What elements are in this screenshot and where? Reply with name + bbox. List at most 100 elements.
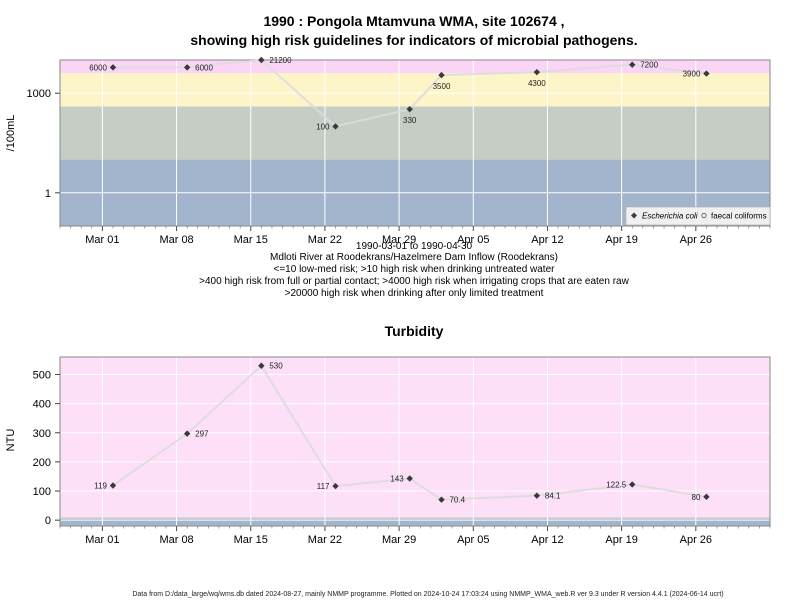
data-label: 117 [317,482,330,491]
x-tick-label: Mar 29 [382,234,416,246]
x-tick-label: Mar 29 [382,534,416,546]
risk-band-1 [60,106,770,160]
x-tick-label: Apr 05 [457,534,489,546]
legend-entry-faecal-coliforms: faecal coliforms [711,212,767,221]
data-point [332,123,339,130]
data-label: 4300 [528,79,546,88]
gridlines [60,357,770,526]
y-tick-label: 1 [45,188,51,200]
x-tick-label: Mar 22 [308,534,342,546]
legend-diamond-marker [631,212,637,219]
data-label: 6000 [89,63,107,72]
data-label: 84.1 [545,492,561,501]
x-tick-label: Apr 12 [531,234,563,246]
x-tick-label: Mar 01 [85,234,119,246]
y-axis-label: NTU [5,429,17,452]
risk-band-1 [60,517,770,519]
data-point [703,493,710,501]
data-label: 119 [94,481,107,490]
gridlines [60,60,770,226]
turbidity-panel: Mar 01 Mar 08 Mar 15 Mar 22 Mar 29 Apr 05 Apr … [5,356,771,546]
data-point [109,482,117,489]
x-tick-label: Apr 26 [680,534,712,546]
caption-line-1: 1990-03-01 to 1990-04-30 [356,241,473,252]
data-point [406,475,413,482]
plot-frame [59,59,771,227]
y-tick-label: 0 [45,515,51,527]
data-point [183,64,191,71]
data-point [258,56,265,64]
data-point [703,70,710,77]
data-point [406,105,413,113]
y-tick-label: 300 [33,428,51,440]
microbial-pathogens-panel: Mar 01 Mar 08 Mar 15 Mar 22 Mar 29 Apr 05 Apr … [5,56,771,246]
data-label: 330 [403,116,417,125]
data-point [438,71,445,79]
x-tick-label: Mar 15 [234,534,268,546]
legend-circle-marker [701,212,707,219]
x-tick-label: Apr 19 [605,234,637,246]
y-axis-label: /100mL [5,115,17,152]
x-tick-label: Mar 15 [234,234,268,246]
data-point [332,482,339,490]
x-tick-label: Apr 05 [457,234,489,246]
y-tick-label: 100 [33,486,51,498]
data-point [533,68,541,76]
data-point [629,61,636,68]
main-title-line-2: showing high risk guidelines for indicat… [190,32,637,48]
y-axis: 0 100 200 300 400 500 [33,369,60,527]
x-tick-label: Mar 01 [85,534,119,546]
y-axis: 1 1000 [27,88,60,200]
data-point [438,496,445,503]
legend-box [625,206,771,226]
data-label: 80 [692,493,701,502]
y-tick-label: 400 [33,399,51,411]
data-series: 119 297 530 117 143 70.4 84.1 122.5 80 [94,362,710,505]
data-label: 143 [390,475,404,484]
data-label: 21200 [269,56,292,65]
x-tick-label: Mar 22 [308,234,342,246]
data-label: 100 [316,122,330,131]
x-tick-label: Mar 08 [159,234,193,246]
data-point [533,492,541,499]
caption-line-3: <=10 low-med risk; >10 high risk when dr… [274,264,556,275]
data-label: 122.5 [606,480,627,489]
footer-note: Data from D:/data_large/wq/wms.db dated … [132,591,723,598]
risk-bands [60,60,770,226]
risk-band-2 [60,357,770,518]
data-label: 297 [195,430,209,439]
caption-line-2: Mdloti River at Roodekrans/Hazelmere Dam… [270,252,558,263]
data-point [183,430,191,437]
data-point [109,64,117,71]
data-point [258,362,265,369]
data-series: 6000 6000 21200 100 330 3500 4300 7200 3900 [89,56,710,131]
x-axis: Mar 01 Mar 08 Mar 15 Mar 22 Mar 29 Apr 05 Apr … [59,226,771,246]
legend: Escherichia coli faecal coliforms [625,206,771,226]
y-tick-label: 500 [33,369,51,381]
y-tick-label: 200 [33,457,51,469]
data-label: 3500 [433,82,451,91]
plot-frame [59,356,771,527]
caption-line-4: >400 high risk from full or partial cont… [199,276,629,287]
x-axis: Mar 01 Mar 08 Mar 15 Mar 22 Mar 29 Apr 05 Apr … [59,526,771,546]
caption-line-5: >20000 high risk when drinking after onl… [285,288,544,299]
risk-bands [60,357,770,526]
data-label: 7200 [640,61,658,70]
caption: 1990-03-01 to 1990-04-30 Mdloti River at… [199,241,629,299]
data-label: 6000 [195,63,213,72]
x-tick-label: Apr 26 [680,234,712,246]
data-label: 70.4 [449,496,465,505]
data-label: 530 [269,362,283,371]
y-tick-label: 1000 [27,88,51,100]
x-tick-label: Apr 12 [531,534,563,546]
risk-band-2 [60,73,770,107]
main-title-line-1: 1990 : Pongola Mtamvuna WMA, site 102674… [263,13,564,29]
data-point [629,481,636,488]
risk-band-0 [60,518,770,526]
x-tick-label: Mar 08 [159,534,193,546]
x-tick-label: Apr 19 [605,534,637,546]
data-label: 3900 [683,70,701,79]
legend-entry-e-coli: Escherichia coli [642,212,698,221]
